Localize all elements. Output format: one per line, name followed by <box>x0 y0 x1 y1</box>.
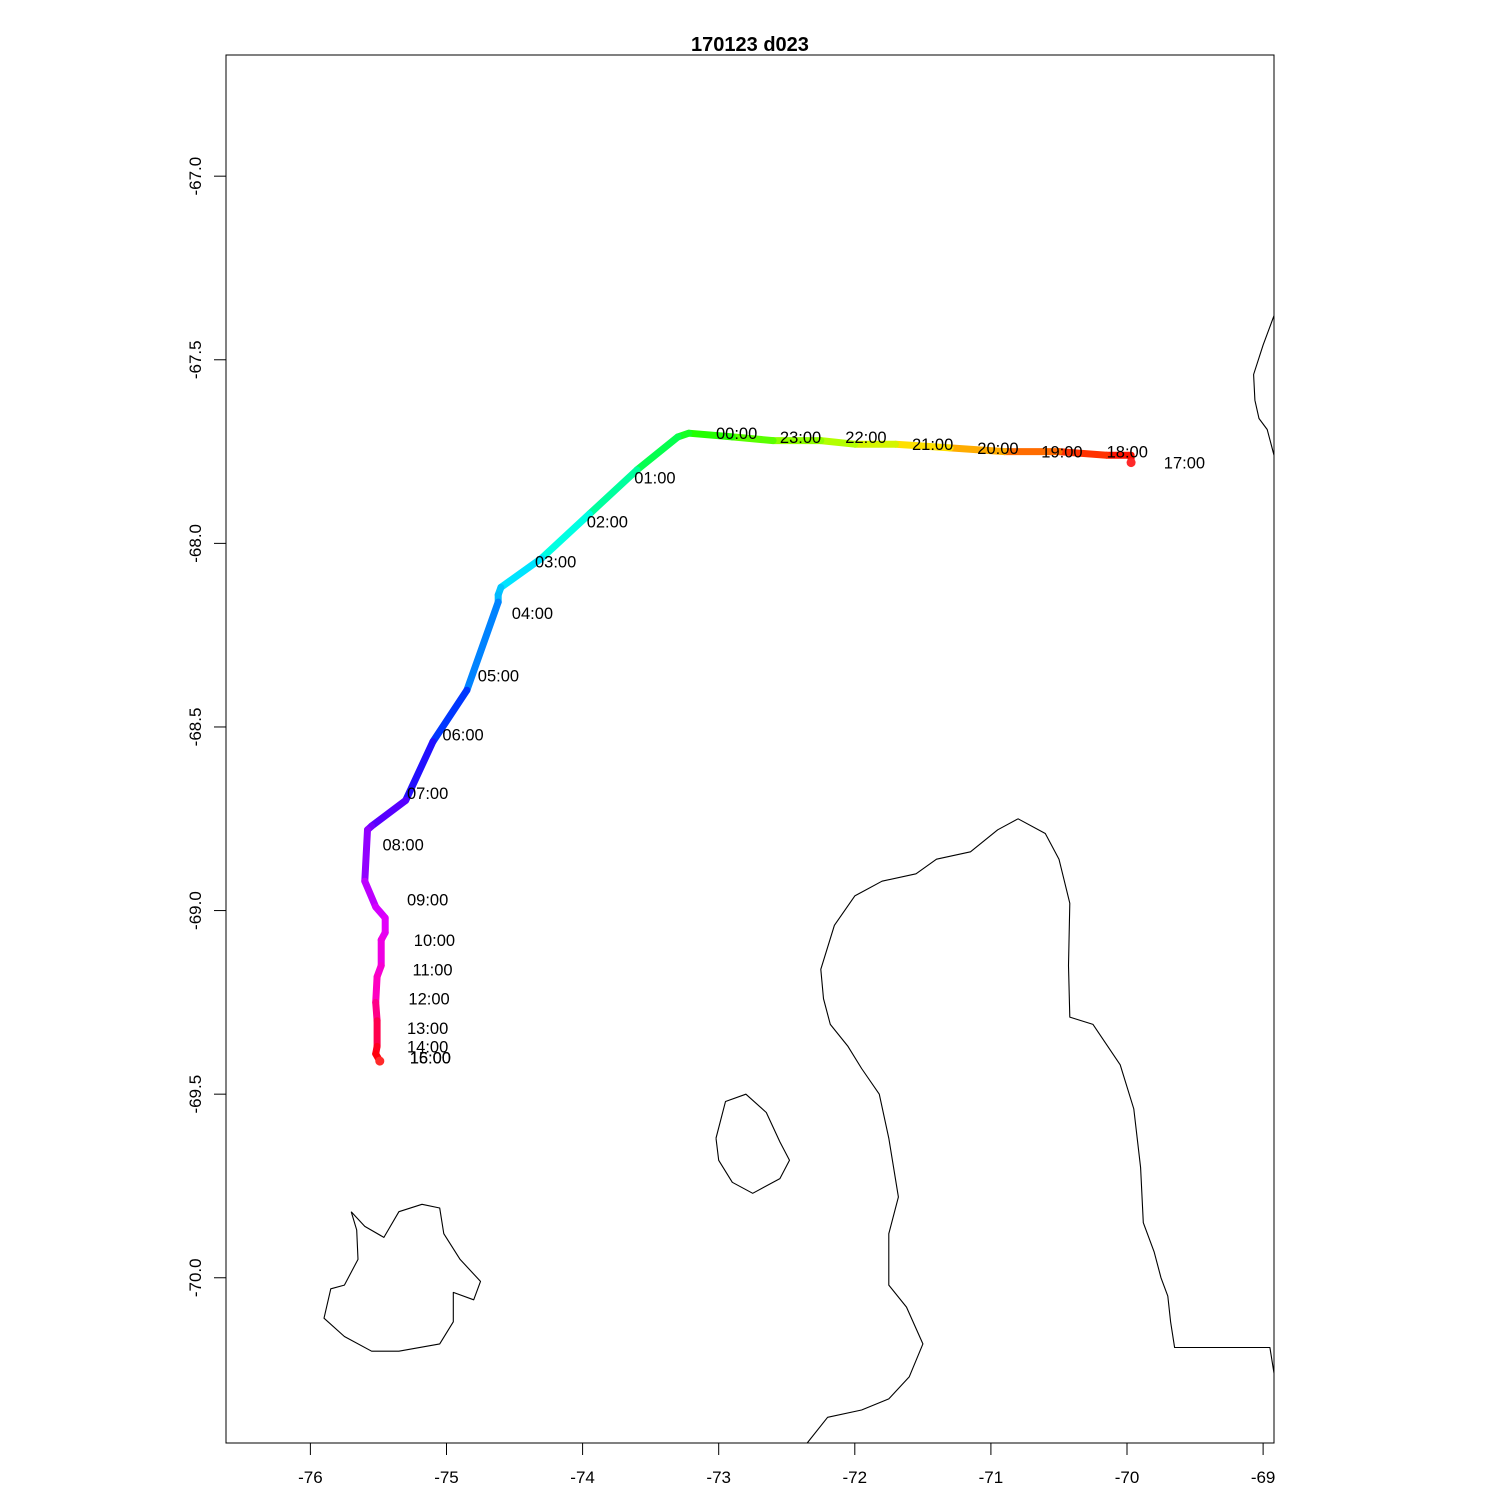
coastline-4 <box>323 1203 482 1352</box>
time-label: 16:00 <box>410 1049 451 1067</box>
track-segment <box>728 433 777 445</box>
track-end-point <box>375 1056 385 1066</box>
x-tick-label: -70 <box>1115 1468 1140 1487</box>
y-tick-label: -67.0 <box>186 157 205 196</box>
time-label: 12:00 <box>408 991 449 1009</box>
time-label: 11:00 <box>413 961 453 979</box>
track-segment <box>946 444 1008 456</box>
x-tick-label: -75 <box>434 1468 459 1487</box>
x-tick-label: -69 <box>1251 1468 1276 1487</box>
track-segment <box>497 554 546 591</box>
time-label: 07:00 <box>407 785 448 803</box>
time-label: 02:00 <box>587 513 628 531</box>
time-label: 00:00 <box>716 425 757 443</box>
track-segment <box>817 437 859 448</box>
coastline-2 <box>806 818 1274 1443</box>
y-tick-label: -69.5 <box>186 1075 205 1114</box>
track-segment <box>463 598 502 694</box>
x-tick-label: -71 <box>979 1468 1004 1487</box>
time-label: 14:00 <box>407 1038 448 1056</box>
time-label: 04:00 <box>512 605 553 623</box>
y-tick-label: -67.5 <box>186 340 205 379</box>
y-tick-label: -69.0 <box>186 891 205 930</box>
track-segment <box>585 466 641 518</box>
x-tick-label: -76 <box>298 1468 323 1487</box>
y-tick-label: -70.0 <box>186 1258 205 1297</box>
time-label: 15:00 <box>410 1049 451 1067</box>
time-label: 21:00 <box>912 436 953 454</box>
x-axis: -76 -75 -74 -73 -72 -71 -70 -69 <box>298 1442 1276 1487</box>
track-segment <box>685 429 736 441</box>
x-tick-label: -72 <box>843 1468 868 1487</box>
time-label: 06:00 <box>442 726 483 744</box>
track-segment <box>402 738 437 804</box>
time-label: 09:00 <box>407 892 448 910</box>
track-segment <box>361 826 371 885</box>
time-label: 22:00 <box>845 429 886 447</box>
time-label: 18:00 <box>1107 444 1148 462</box>
time-label: 13:00 <box>407 1020 448 1038</box>
time-label: 23:00 <box>780 429 821 447</box>
plot-title: 170123 d023 <box>691 34 809 56</box>
time-label-layer: 00:00 23:00 22:00 21:00 20:00 19:00 18:00 17:00… <box>383 425 1206 1067</box>
track-segment <box>368 796 410 830</box>
time-label: 03:00 <box>535 554 576 572</box>
time-label: 05:00 <box>478 668 519 686</box>
track-segment <box>429 686 471 746</box>
coastline-1 <box>1253 315 1274 456</box>
plot-frame <box>225 54 1275 1444</box>
track-segment <box>633 433 682 474</box>
track-segment <box>361 877 380 911</box>
y-axis: -67.0 -67.5 -68.0 -68.5 -69.0 -69.5 -70.0 <box>186 157 226 1297</box>
x-tick-label: -73 <box>706 1468 731 1487</box>
track-segment <box>372 973 381 1006</box>
coastline-3 <box>715 1093 791 1194</box>
track-segment <box>538 510 593 562</box>
time-label: 08:00 <box>383 837 424 855</box>
time-label: 17:00 <box>1164 455 1205 473</box>
time-label: 20:00 <box>977 440 1018 458</box>
coastline-layer <box>323 315 1274 1443</box>
ship-track <box>361 429 1136 1066</box>
time-label: 10:00 <box>414 932 455 950</box>
x-tick-label: -74 <box>570 1468 595 1487</box>
y-tick-label: -68.0 <box>186 524 205 563</box>
track-segment <box>1055 448 1111 459</box>
track-start-point <box>1126 458 1136 468</box>
track-segment <box>892 440 954 452</box>
y-tick-label: -68.5 <box>186 708 205 747</box>
time-label: 19:00 <box>1041 444 1082 462</box>
time-label: 01:00 <box>634 469 675 487</box>
